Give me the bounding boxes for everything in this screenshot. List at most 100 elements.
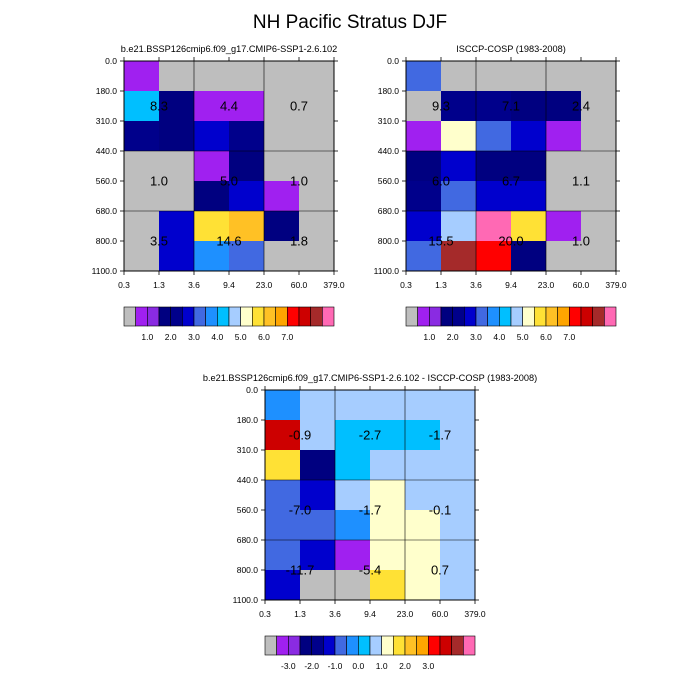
heatmap-cell	[335, 480, 371, 511]
colorbar-swatch	[404, 635, 417, 656]
x-tick-label: 379.0	[464, 609, 486, 619]
colorbar-swatch	[346, 635, 359, 656]
cell-annotation: 1.0	[572, 234, 590, 249]
colorbar-label: 0.0	[352, 661, 364, 671]
heatmap-cell	[299, 91, 335, 122]
heatmap-cell	[405, 510, 441, 541]
heatmap-cell	[511, 151, 547, 182]
heatmap-cell	[264, 241, 300, 272]
heatmap-cell	[511, 181, 547, 212]
y-tick-label: 310.0	[237, 445, 259, 455]
colorbar-swatch	[311, 635, 324, 656]
colorbar-swatch	[217, 306, 230, 327]
colorbar-swatch	[451, 635, 464, 656]
cell-annotation: -11.7	[286, 563, 315, 578]
heatmap-cell	[335, 450, 371, 481]
colorbar-swatch	[369, 635, 382, 656]
cell-annotation: 14.6	[216, 234, 241, 249]
colorbar-swatch	[464, 306, 477, 327]
colorbar-swatch	[604, 306, 617, 327]
colorbar-swatch	[592, 306, 605, 327]
heatmap-cell	[300, 480, 336, 511]
heatmap-cell	[441, 61, 477, 92]
cell-annotation: -2.7	[359, 428, 381, 443]
panel-title: b.e21.BSSP126cmip6.f09_g17.CMIP6-SSP1-2.…	[121, 44, 338, 54]
colorbar-swatch	[439, 635, 452, 656]
heatmap-cell	[546, 211, 582, 242]
colorbar-swatch	[123, 306, 136, 327]
heatmap-cell	[476, 181, 512, 212]
heatmap-cell	[405, 390, 441, 421]
heatmap-cell	[406, 61, 442, 92]
heatmap-cell	[511, 241, 547, 272]
heatmap-cell	[335, 510, 371, 541]
y-tick-label: 800.0	[378, 236, 400, 246]
x-tick-label: 1.3	[435, 280, 447, 290]
colorbar-swatch	[440, 306, 453, 327]
colorbar-swatch	[276, 635, 289, 656]
colorbar-swatch	[334, 635, 347, 656]
colorbar-swatch	[298, 306, 311, 327]
heatmap-cell	[476, 91, 512, 122]
heatmap-cell	[335, 570, 371, 601]
heatmap-cell	[440, 480, 476, 511]
heatmap-cell	[581, 241, 617, 272]
x-tick-label: 9.4	[364, 609, 376, 619]
heatmap-cell	[265, 510, 301, 541]
heatmap-cell	[441, 181, 477, 212]
cell-annotation: 1.8	[290, 234, 308, 249]
colorbar-swatch	[358, 635, 371, 656]
heatmap-cell	[229, 181, 265, 212]
heatmap-cell	[370, 390, 406, 421]
colorbar-label: 1.0	[141, 332, 153, 342]
colorbar-label: 3.0	[470, 332, 482, 342]
colorbar-swatch	[158, 306, 171, 327]
heatmap-cell	[264, 181, 300, 212]
heatmap-cell	[406, 211, 442, 242]
heatmap-cell	[511, 121, 547, 152]
heatmap-cell	[159, 241, 195, 272]
colorbar-swatch	[510, 306, 523, 327]
colorbar-swatch	[534, 306, 547, 327]
panel-title: ISCCP-COSP (1983-2008)	[456, 44, 566, 54]
cell-annotation: 6.7	[502, 174, 520, 189]
x-tick-label: 9.4	[505, 280, 517, 290]
y-tick-label: 440.0	[237, 475, 259, 485]
heatmap-cell	[546, 151, 582, 182]
y-tick-label: 1100.0	[92, 266, 118, 276]
heatmap-cell	[476, 121, 512, 152]
colorbar-label: 2.0	[165, 332, 177, 342]
heatmap-cell	[405, 570, 441, 601]
heatmap-cell	[229, 151, 265, 182]
heatmap-cell	[299, 151, 335, 182]
colorbar-swatch	[275, 306, 288, 327]
colorbar-label: 4.0	[493, 332, 505, 342]
x-tick-label: 1.3	[153, 280, 165, 290]
heatmap-cell	[159, 121, 195, 152]
heatmap-cell	[124, 61, 160, 92]
heatmap-cell	[194, 181, 230, 212]
colorbar-swatch	[429, 306, 442, 327]
x-tick-label: 60.0	[432, 609, 449, 619]
cell-annotation: 1.1	[572, 174, 590, 189]
heatmap-cell	[265, 540, 301, 571]
x-tick-label: 3.6	[470, 280, 482, 290]
heatmap-cell	[370, 570, 406, 601]
x-tick-label: 23.0	[256, 280, 273, 290]
heatmap-cell	[159, 91, 195, 122]
cell-annotation: 5.0	[220, 174, 238, 189]
colorbar-swatch	[463, 635, 476, 656]
heatmap-cell	[265, 480, 301, 511]
y-tick-label: 560.0	[96, 176, 118, 186]
colorbar: 1.0 2.0 3.0 4.0 5.0 6.0 7.0	[405, 306, 617, 342]
heatmap-cell	[440, 390, 476, 421]
heatmap-cell	[299, 241, 335, 272]
heatmap-cell	[581, 61, 617, 92]
y-tick-label: 800.0	[237, 565, 259, 575]
colorbar-label: 3.0	[188, 332, 200, 342]
cell-annotation: -1.7	[429, 428, 451, 443]
heatmap-cell	[476, 211, 512, 242]
heatmap-cell	[546, 91, 582, 122]
heatmap-cell	[406, 181, 442, 212]
